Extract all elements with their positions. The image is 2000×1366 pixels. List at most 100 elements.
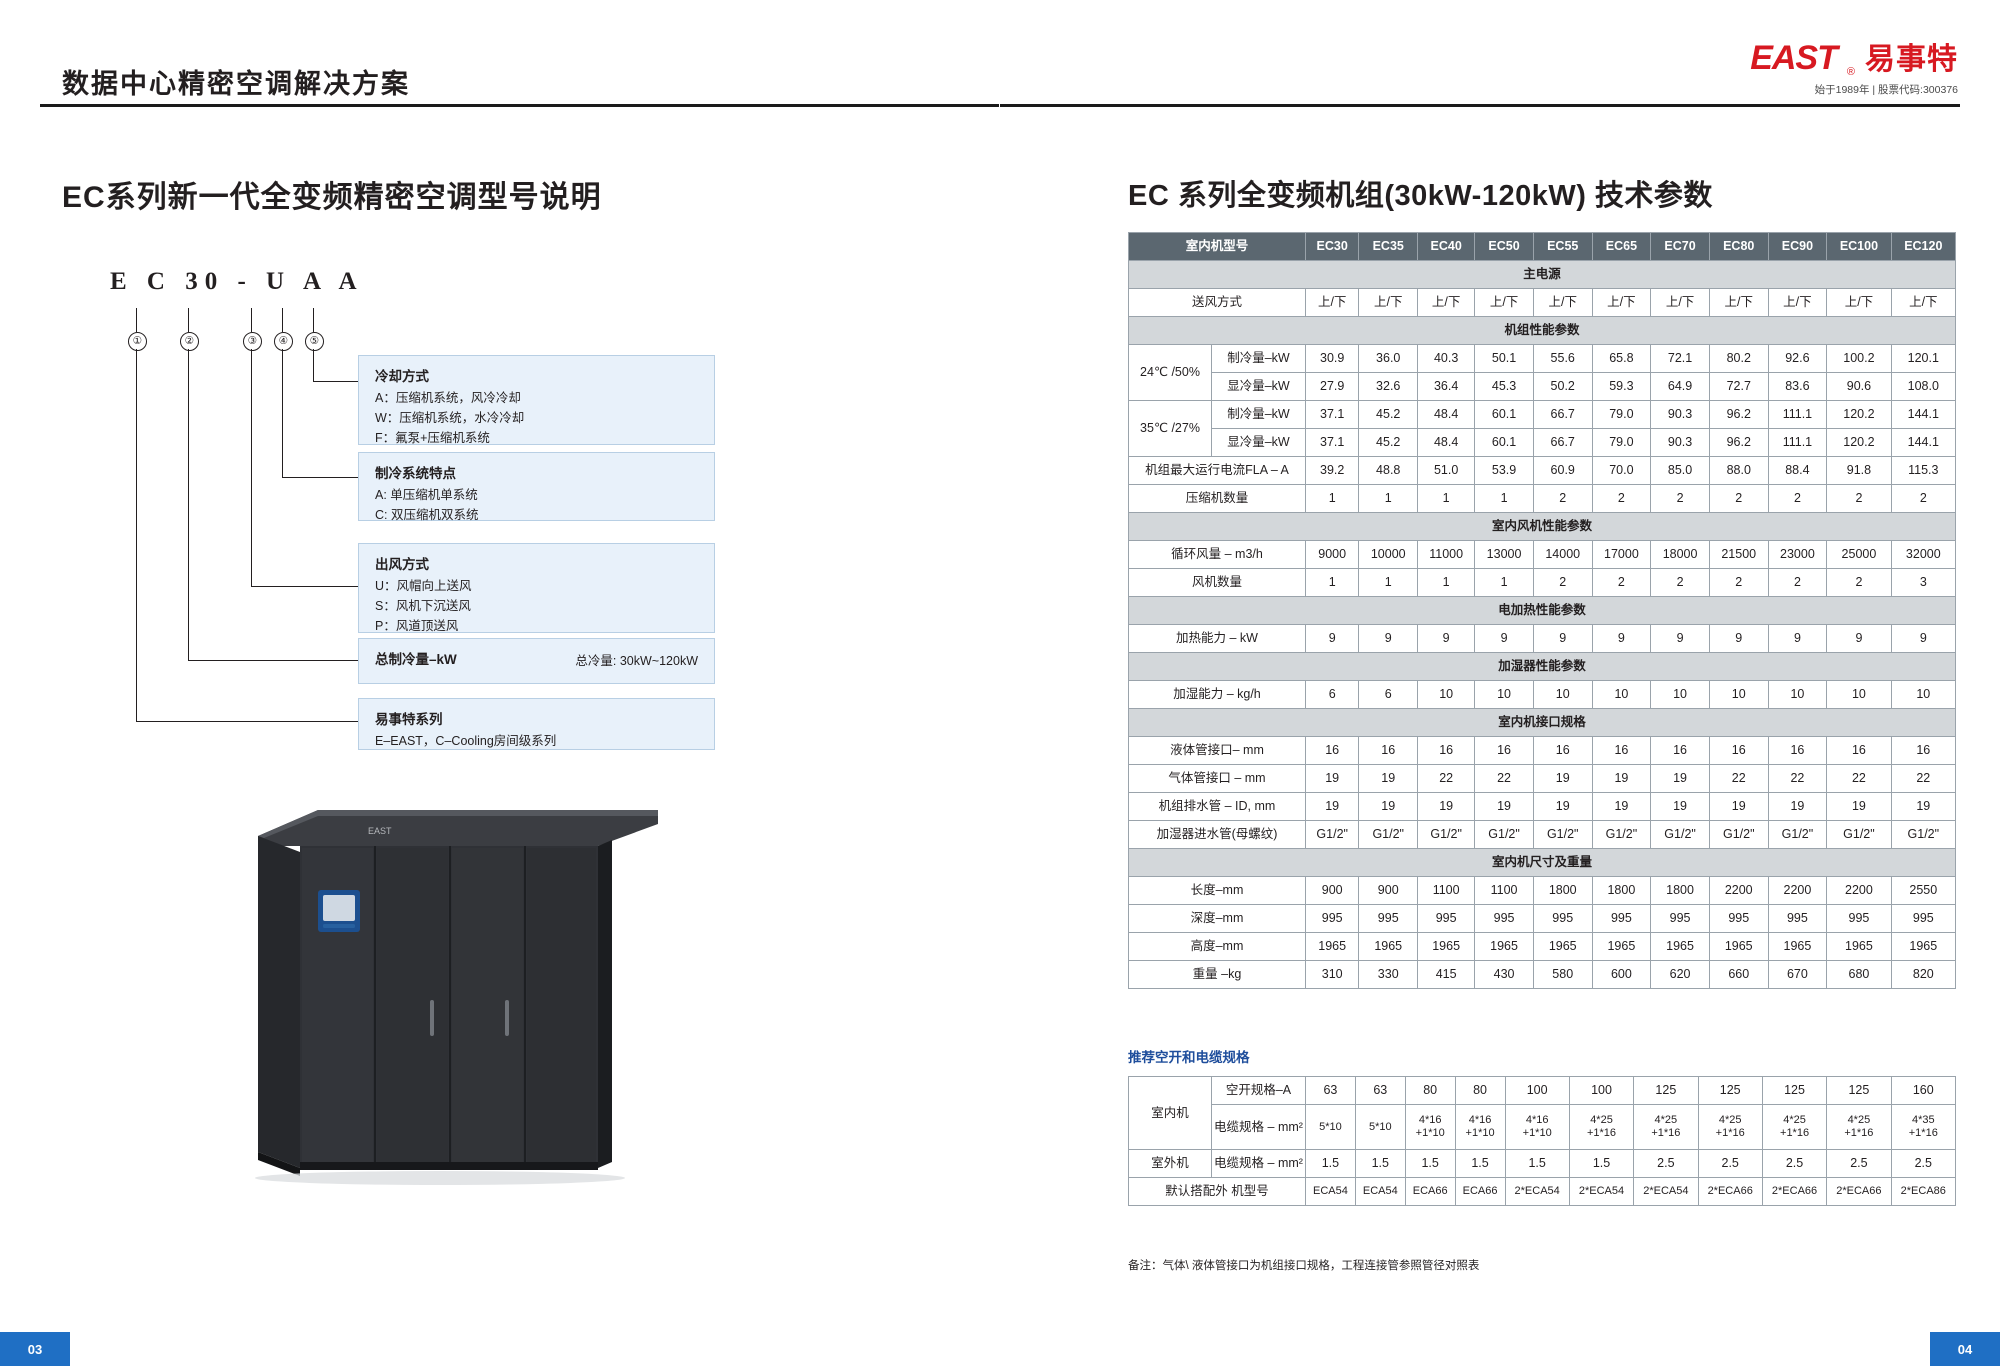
cell: 2 [1890, 484, 1957, 513]
svg-text:EAST: EAST [368, 826, 392, 836]
cell: 19 [1532, 764, 1593, 793]
cell: 4*25 +1*16 [1633, 1104, 1699, 1150]
leader-5-v [313, 349, 314, 381]
cell: 120.2 [1826, 428, 1892, 457]
product-photo: EAST [240, 800, 670, 1190]
cell: 上/下 [1417, 288, 1476, 317]
cell: 2 [1532, 568, 1593, 597]
cell: 45.2 [1358, 400, 1419, 429]
table-row: 默认搭配外 机型号 ECA54 ECA54 ECA66 ECA66 2*ECA5… [1128, 1177, 1957, 1206]
cell: 63 [1354, 1076, 1406, 1105]
cell: 9 [1417, 624, 1476, 653]
cell: 2*ECA66 [1697, 1177, 1763, 1206]
left-page-title: EC系列新一代全变频精密空调型号说明 [62, 181, 602, 214]
cell: 2200 [1767, 876, 1828, 905]
cell: 144.1 [1890, 400, 1957, 429]
cell: 820 [1890, 960, 1957, 989]
logo-chinese-text: 易事特 [1865, 43, 1958, 76]
cell: 37.1 [1304, 428, 1360, 457]
cell: 10 [1417, 680, 1476, 709]
cell: 72.1 [1650, 344, 1710, 373]
row-label-height: 高度–mm [1128, 932, 1306, 961]
callout-title: 冷却方式 [375, 369, 429, 384]
cell: 10000 [1358, 540, 1419, 569]
callout-title: 制冷系统特点 [375, 466, 456, 481]
cell: 2*ECA86 [1890, 1177, 1957, 1206]
cell: 上/下 [1650, 288, 1710, 317]
cell: 16 [1591, 736, 1652, 765]
cell: ECA54 [1305, 1177, 1356, 1206]
cell: 66.7 [1532, 400, 1593, 429]
cell: 1 [1474, 484, 1534, 513]
cell: 2.5 [1826, 1149, 1892, 1178]
cell: 45.2 [1358, 428, 1419, 457]
cell: 10 [1890, 680, 1957, 709]
cell: 22 [1474, 764, 1534, 793]
row-label-length: 长度–mm [1128, 876, 1306, 905]
cell: 1800 [1650, 876, 1710, 905]
cell: 92.6 [1767, 344, 1828, 373]
cell: 160 [1890, 1076, 1957, 1105]
cell: 1 [1358, 568, 1419, 597]
cell: 9 [1591, 624, 1652, 653]
recommended-spec-title: 推荐空开和电缆规格 [1128, 1050, 1250, 1065]
marker-3: ③ [243, 332, 262, 351]
cell: 40.3 [1417, 344, 1476, 373]
table-row-header: 室内机型号 EC30 EC35 EC40 EC50 EC55 EC65 EC70… [1128, 232, 1957, 261]
cell: 2200 [1708, 876, 1769, 905]
table-row-section: 室内机接口规格 [1128, 708, 1956, 737]
cell: 660 [1708, 960, 1769, 989]
cell: 48.4 [1417, 428, 1476, 457]
spec-header-model: 室内机型号 [1128, 232, 1306, 261]
cell: 995 [1417, 904, 1476, 933]
cell: 1800 [1591, 876, 1652, 905]
cell: 2*ECA54 [1504, 1177, 1570, 1206]
cell: 10 [1767, 680, 1828, 709]
cell: 80 [1404, 1076, 1456, 1105]
cell: 995 [1767, 904, 1828, 933]
table-row-section: 室内风机性能参数 [1128, 512, 1956, 541]
cell: 11000 [1417, 540, 1476, 569]
cell: 1 [1474, 568, 1534, 597]
table-row-section: 电加热性能参数 [1128, 596, 1956, 625]
cell: 65.8 [1591, 344, 1652, 373]
cell: 1.5 [1354, 1149, 1406, 1178]
section-humidifier: 加湿器性能参数 [1128, 652, 1956, 681]
cell: 上/下 [1591, 288, 1652, 317]
cell: G1/2" [1708, 820, 1769, 849]
table-row-section: 主电源 [1128, 260, 1956, 289]
cell: 4*25 +1*16 [1761, 1104, 1828, 1150]
product-illustration: EAST [255, 810, 658, 1185]
stub-5 [313, 308, 314, 332]
cell: 19 [1650, 764, 1710, 793]
row-label-gas-port: 气体管接口 – mm [1128, 764, 1306, 793]
cell: 55.6 [1532, 344, 1593, 373]
cell: 2.5 [1633, 1149, 1699, 1178]
cell: 125 [1761, 1076, 1828, 1105]
table-row: 显冷量–kW 37.1 45.2 48.4 60.1 66.7 79.0 90.… [1129, 428, 1957, 457]
table-row: 送风方式 上/下 上/下 上/下 上/下 上/下 上/下 上/下 上/下 上/下… [1128, 288, 1957, 317]
cell: 上/下 [1474, 288, 1534, 317]
stub-2 [188, 308, 189, 332]
leader-4-v [282, 349, 283, 477]
model-col-6: EC70 [1650, 232, 1710, 261]
rec-label-indoor: 室内机 [1128, 1076, 1212, 1150]
cell: 19 [1532, 792, 1593, 821]
cell: 125 [1633, 1076, 1699, 1105]
cell: 415 [1417, 960, 1476, 989]
cell: 144.1 [1890, 428, 1957, 457]
cell: 22 [1417, 764, 1476, 793]
cell: 上/下 [1826, 288, 1892, 317]
cell: 995 [1532, 904, 1593, 933]
page-header: 数据中心精密空调解决方案 EAST ® 易事特 始于1989年 | 股票代码:3… [0, 0, 2000, 110]
row-label-heating: 加热能力 – kW [1128, 624, 1306, 653]
cell: 19 [1358, 764, 1419, 793]
callout-line: P：风道顶送风 [375, 619, 459, 634]
page-number-right: 04 [1930, 1332, 2000, 1366]
callout-line: E–EAST，C–Cooling房间级系列 [375, 734, 557, 748]
cell: 16 [1474, 736, 1534, 765]
cell: 19 [1767, 792, 1828, 821]
cell: 16 [1650, 736, 1710, 765]
cell: 88.4 [1767, 456, 1828, 485]
